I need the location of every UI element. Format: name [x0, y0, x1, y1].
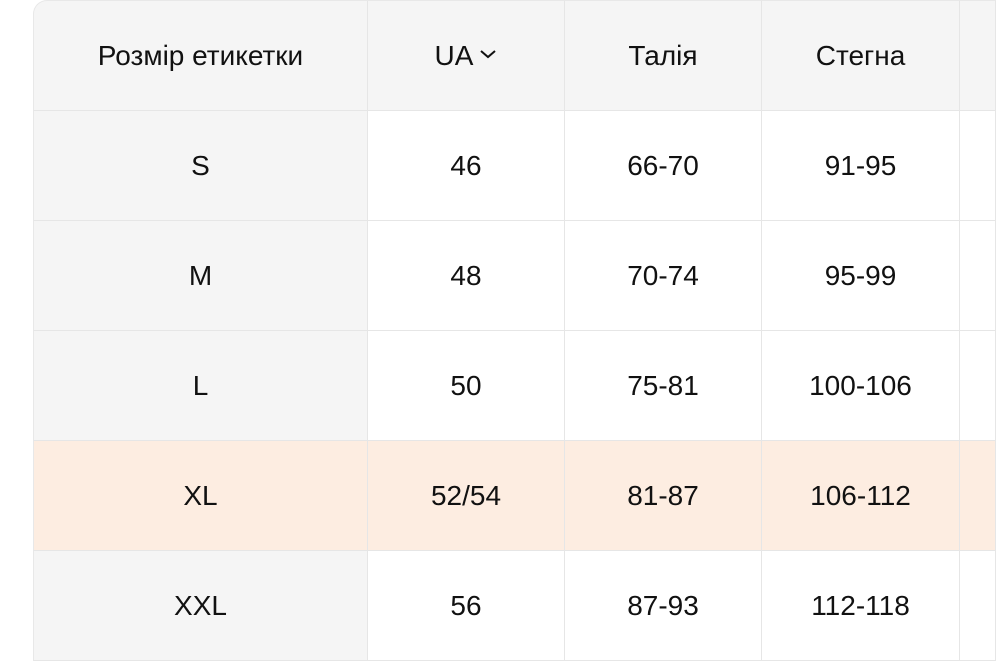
cell-size-label: L: [33, 331, 368, 441]
cell-hips: 100-106: [762, 331, 960, 441]
cell-extra: [960, 441, 996, 551]
cell-ua: 52/54: [368, 441, 565, 551]
table-row: M 48 70-74 95-99: [33, 221, 996, 331]
cell-extra: [960, 221, 996, 331]
header-extra: [960, 0, 996, 111]
cell-hips: 112-118: [762, 551, 960, 661]
table-row: S 46 66-70 91-95: [33, 111, 996, 221]
cell-extra: [960, 111, 996, 221]
cell-ua: 46: [368, 111, 565, 221]
cell-ua: 48: [368, 221, 565, 331]
cell-waist: 81-87: [565, 441, 762, 551]
cell-extra: [960, 551, 996, 661]
header-ua-dropdown[interactable]: UA: [368, 0, 565, 111]
cell-size-label: S: [33, 111, 368, 221]
table-row: XXL 56 87-93 112-118: [33, 551, 996, 661]
cell-extra: [960, 331, 996, 441]
cell-size-label: XXL: [33, 551, 368, 661]
cell-waist: 75-81: [565, 331, 762, 441]
header-hips: Стегна: [762, 0, 960, 111]
header-row: Розмір етикетки UA Талія Стегна: [33, 0, 996, 111]
cell-hips: 91-95: [762, 111, 960, 221]
chevron-down-icon: [480, 50, 497, 59]
cell-waist: 70-74: [565, 221, 762, 331]
cell-size-label: XL: [33, 441, 368, 551]
header-ua-label: UA: [434, 39, 474, 71]
size-chart-table: Розмір етикетки UA Талія Стегна S 46 66-70…: [33, 0, 996, 661]
header-label-size: Розмір етикетки: [33, 0, 368, 111]
table-row: L 50 75-81 100-106: [33, 331, 996, 441]
cell-waist: 87-93: [565, 551, 762, 661]
cell-hips: 95-99: [762, 221, 960, 331]
header-waist: Талія: [565, 0, 762, 111]
cell-hips: 106-112: [762, 441, 960, 551]
cell-size-label: M: [33, 221, 368, 331]
cell-ua: 56: [368, 551, 565, 661]
cell-waist: 66-70: [565, 111, 762, 221]
table-row: XL 52/54 81-87 106-112: [33, 441, 996, 551]
cell-ua: 50: [368, 331, 565, 441]
